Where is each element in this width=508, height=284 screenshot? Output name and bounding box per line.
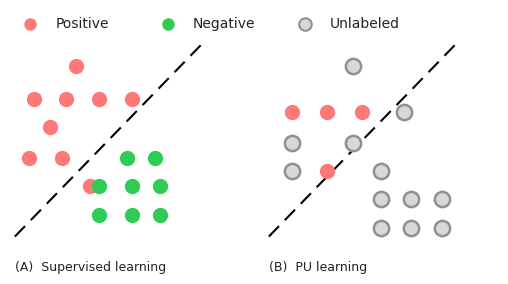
Text: Negative: Negative xyxy=(193,17,256,31)
Text: Positive: Positive xyxy=(56,17,109,31)
Text: (B)  PU learning: (B) PU learning xyxy=(269,261,367,273)
Text: (A)  Supervised learning: (A) Supervised learning xyxy=(15,261,166,273)
Text: Unlabeled: Unlabeled xyxy=(330,17,400,31)
